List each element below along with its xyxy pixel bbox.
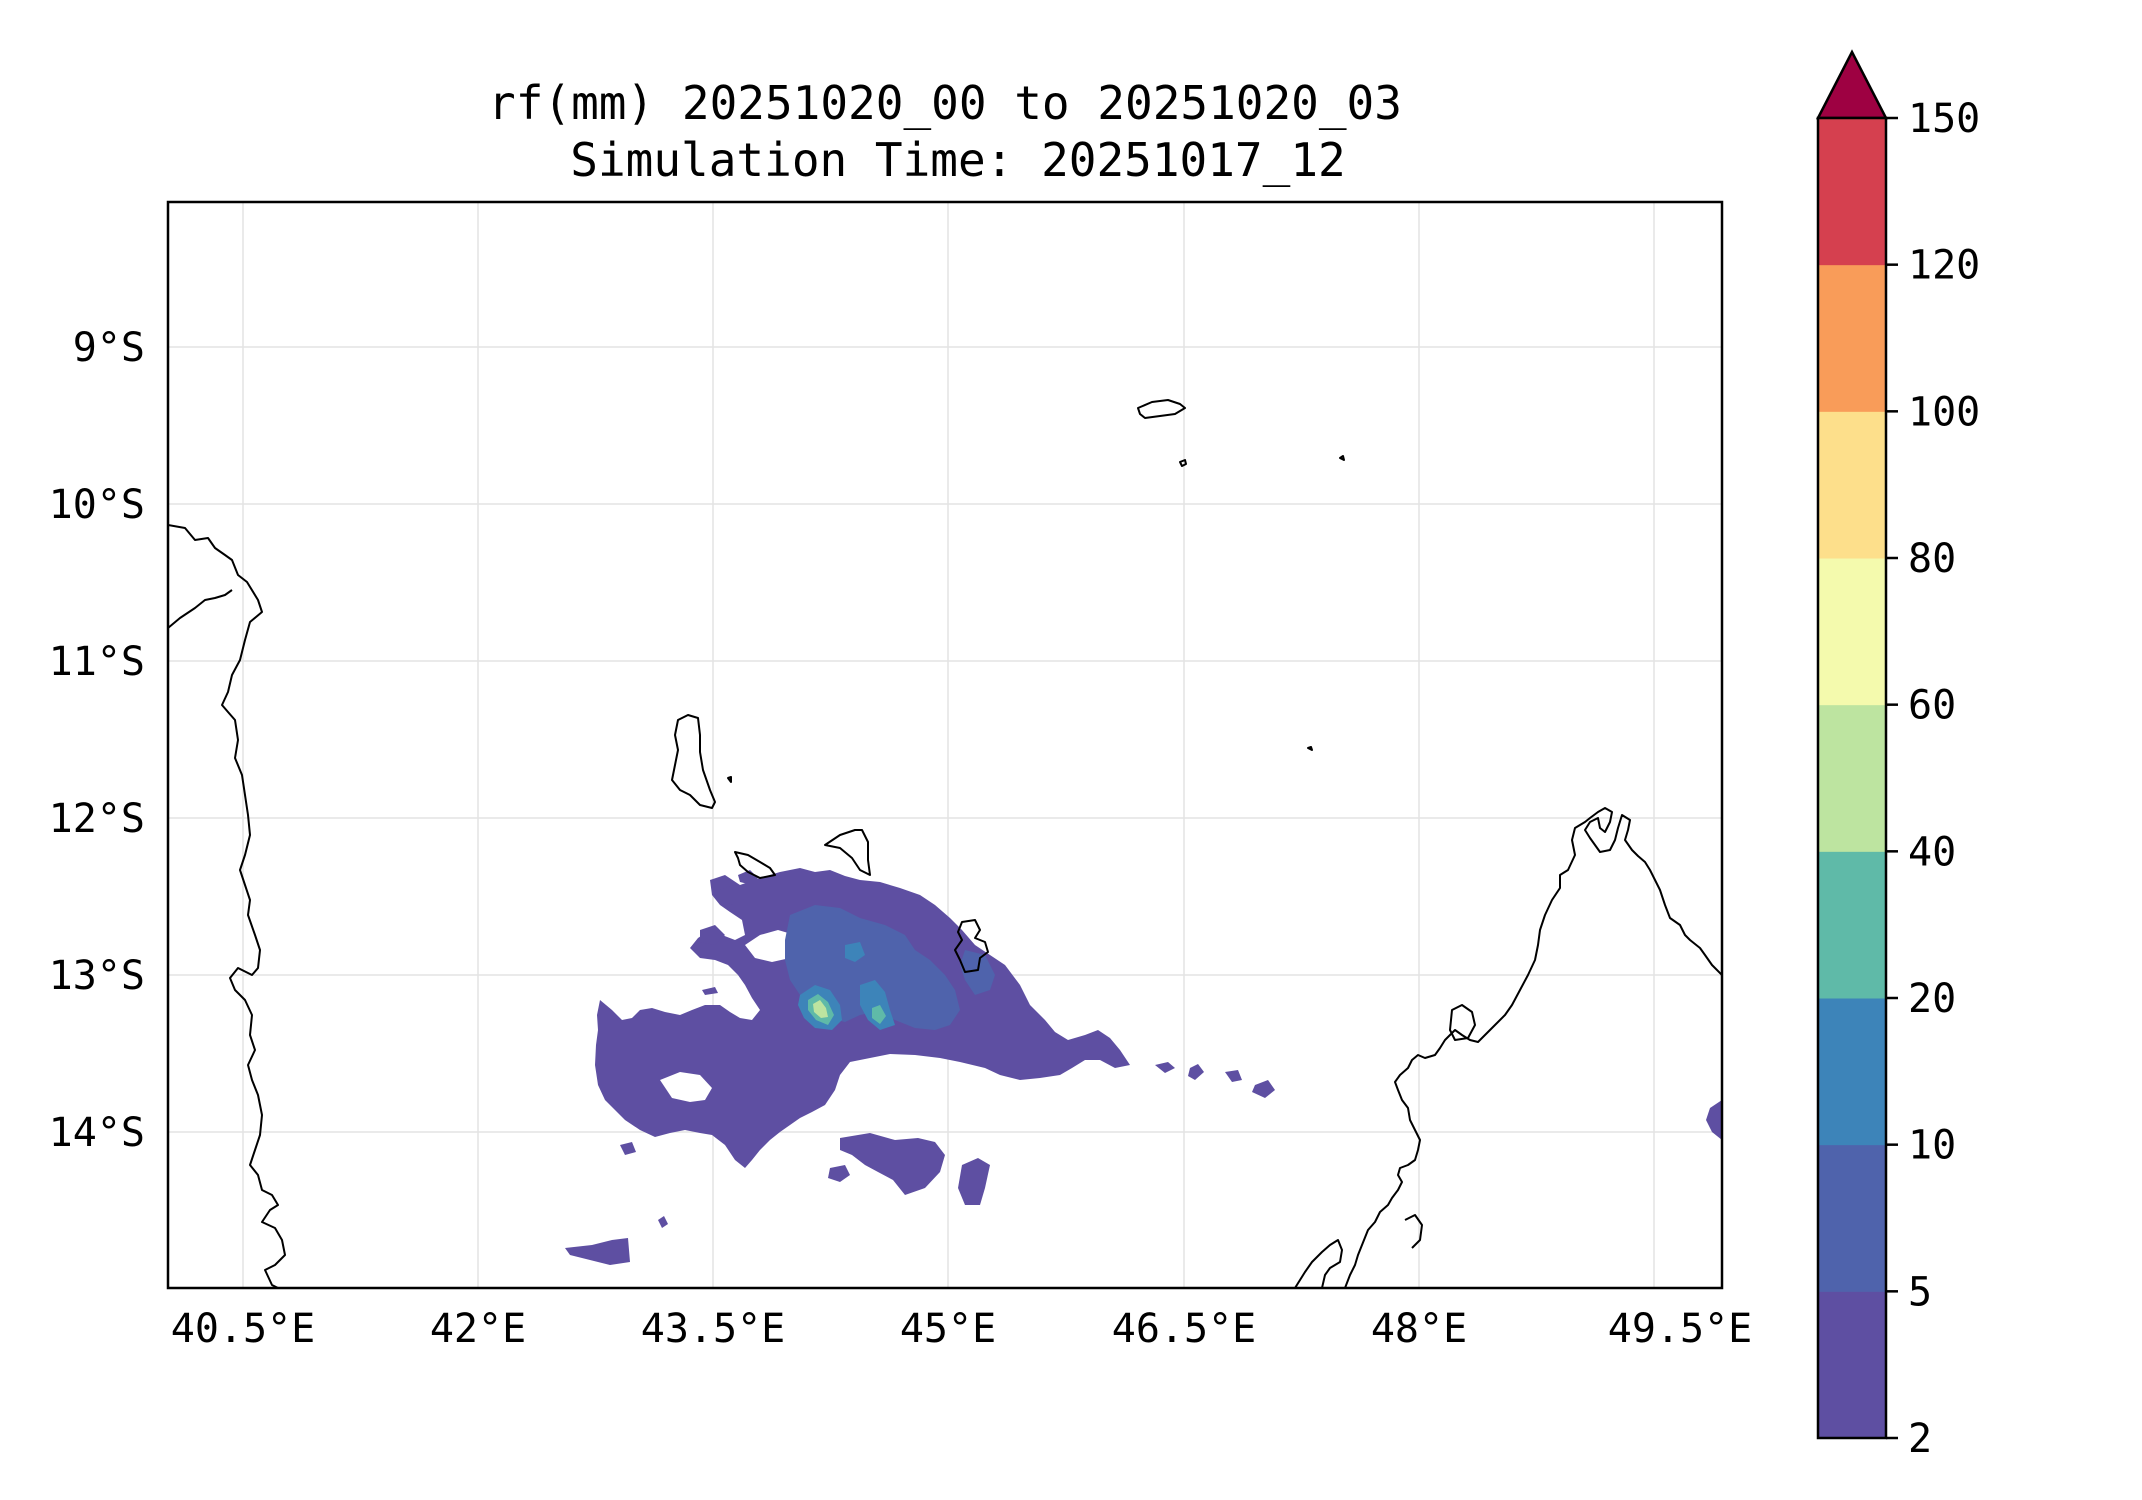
coastline-africa bbox=[168, 524, 286, 1288]
coastline-madagascar-bay bbox=[1404, 1214, 1423, 1249]
rain-region-scatter bbox=[720, 885, 742, 905]
colorbar-tick-label: 150 bbox=[1908, 96, 1980, 142]
lon-tick-label: 45°E bbox=[900, 1306, 996, 1352]
coastlines bbox=[168, 399, 1722, 1288]
colorbar-tick-label: 5 bbox=[1908, 1269, 1932, 1315]
rain-region-scatter bbox=[1252, 1080, 1275, 1098]
rain-region-high bbox=[860, 980, 895, 1030]
rain-region-scatter bbox=[620, 1142, 636, 1155]
colorbar-band bbox=[1818, 118, 1886, 266]
map-frame bbox=[166, 200, 1724, 1290]
coastline-africa-inlet bbox=[168, 589, 233, 629]
coastline-mayotte bbox=[954, 919, 989, 973]
colorbar-tick-label: 120 bbox=[1908, 243, 1980, 289]
colorbar: 2 5 10 20 40 60 80 100 120 150 bbox=[1815, 49, 1980, 1462]
coastline-madagascar bbox=[1344, 807, 1722, 1288]
rain-region-high bbox=[845, 942, 865, 962]
rain-region-hole bbox=[660, 1072, 712, 1102]
coastline-comoros-anjouan bbox=[824, 829, 871, 876]
rain-region-scatter bbox=[958, 1158, 990, 1205]
colorbar-band bbox=[1818, 1144, 1886, 1292]
rain-region-main bbox=[595, 868, 1130, 1168]
colorbar-tick-label: 40 bbox=[1908, 829, 1956, 875]
coastline-comoros-moheli bbox=[734, 851, 776, 879]
rain-region-scatter bbox=[840, 1133, 945, 1195]
colorbar-tick-label: 10 bbox=[1908, 1123, 1956, 1169]
lon-tick-label: 46.5°E bbox=[1112, 1306, 1257, 1352]
lat-tick-label: 11°S bbox=[49, 639, 145, 685]
rain-region-scatter bbox=[1706, 1100, 1722, 1140]
rain-region-scatter bbox=[1225, 1070, 1242, 1082]
map-title-line1: rf(mm) 20251020_00 to 20251020_03 bbox=[488, 76, 1402, 130]
colorbar-bands bbox=[1818, 118, 1886, 1439]
colorbar-ticks: 2 5 10 20 40 60 80 100 120 150 bbox=[1886, 96, 1980, 1462]
coastline-islet bbox=[1307, 746, 1313, 751]
colorbar-band bbox=[1818, 851, 1886, 999]
rain-region-scatter bbox=[1188, 1064, 1204, 1080]
map-gridlines bbox=[168, 202, 1722, 1288]
colorbar-extend-arrow bbox=[1815, 49, 1889, 120]
colorbar-band bbox=[1818, 411, 1886, 559]
lat-tick-label: 12°S bbox=[49, 796, 145, 842]
rain-region-scatter bbox=[1155, 1062, 1175, 1073]
coastline-madagascar-sw bbox=[1294, 1239, 1343, 1288]
rain-region-scatter bbox=[658, 1216, 668, 1228]
coastline-comoros-grande bbox=[671, 714, 716, 809]
rainfall-contours bbox=[565, 868, 1722, 1265]
colorbar-tick-label: 60 bbox=[1908, 683, 1956, 729]
lon-tick-label: 43.5°E bbox=[641, 1306, 786, 1352]
colorbar-tick-label: 20 bbox=[1908, 976, 1956, 1022]
lat-tick-label: 14°S bbox=[49, 1110, 145, 1156]
rain-region-scatter bbox=[700, 925, 725, 945]
coastline-islet bbox=[727, 776, 732, 783]
lon-tick-label: 48°E bbox=[1371, 1306, 1467, 1352]
lat-tick-label: 9°S bbox=[73, 325, 145, 371]
lat-tick-label: 10°S bbox=[49, 482, 145, 528]
rain-region-scatter bbox=[565, 1238, 630, 1265]
colorbar-tick-label: 100 bbox=[1908, 389, 1980, 435]
coastline-islet bbox=[1339, 455, 1345, 461]
rain-region-mid bbox=[960, 950, 995, 995]
colorbar-band bbox=[1818, 558, 1886, 706]
lon-tick-label: 49.5°E bbox=[1608, 1306, 1753, 1352]
rain-region-peak bbox=[813, 1000, 828, 1018]
lon-tick-label: 42°E bbox=[430, 1306, 526, 1352]
coastline-madagascar-nw-isle bbox=[1449, 1004, 1476, 1041]
coastline-aldabra bbox=[1137, 399, 1186, 419]
colorbar-band bbox=[1818, 998, 1886, 1146]
lon-tick-labels: 40.5°E 42°E 43.5°E 45°E 46.5°E 48°E 49.5… bbox=[171, 1306, 1753, 1352]
map-panel: 40.5°E 42°E 43.5°E 45°E 46.5°E 48°E 49.5… bbox=[49, 200, 1753, 1352]
colorbar-tick-label: 80 bbox=[1908, 536, 1956, 582]
colorbar-band bbox=[1818, 704, 1886, 852]
lon-tick-label: 40.5°E bbox=[171, 1306, 316, 1352]
map-title-line2: Simulation Time: 20251017_12 bbox=[570, 133, 1345, 187]
colorbar-band bbox=[1818, 1291, 1886, 1439]
colorbar-frame bbox=[1816, 116, 1888, 1440]
lat-tick-labels: 9°S 10°S 11°S 12°S 13°S 14°S bbox=[49, 325, 145, 1156]
colorbar-tick-label: 2 bbox=[1908, 1416, 1932, 1462]
colorbar-band bbox=[1818, 264, 1886, 412]
rain-region-scatter bbox=[828, 1165, 850, 1182]
coastline-islet bbox=[1179, 459, 1187, 467]
rain-region-scatter bbox=[702, 987, 718, 995]
rain-region-core bbox=[872, 1005, 886, 1024]
map-background bbox=[168, 202, 1722, 1288]
lat-tick-label: 13°S bbox=[49, 953, 145, 999]
